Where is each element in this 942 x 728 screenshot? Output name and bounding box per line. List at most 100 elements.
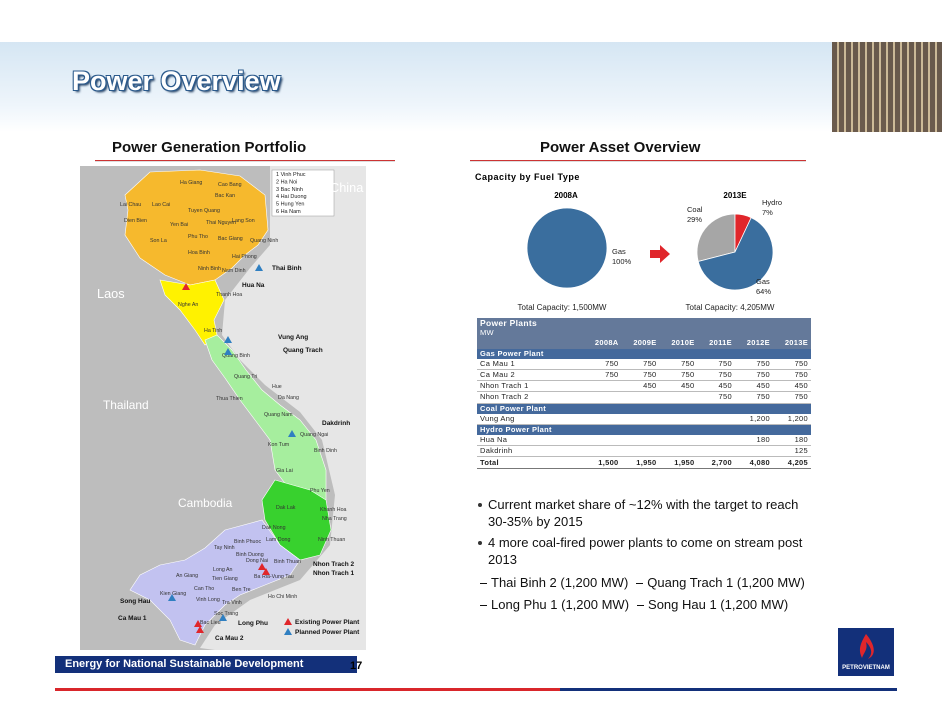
region-south-central: [261, 479, 332, 561]
province-label: Kien Giang: [160, 591, 186, 597]
province-label: Lai Chau: [120, 202, 141, 208]
bullet-dot: [478, 541, 482, 545]
province-label: Bac Giang: [218, 236, 243, 242]
plant-marker: [219, 614, 227, 621]
country-label: China: [330, 180, 364, 195]
inset-label: 5 Hung Yen: [276, 202, 304, 208]
province-label: Ba Ria-Vung Tau: [254, 574, 294, 580]
table-row: Power Plants: [477, 318, 811, 329]
column-header: 2011E: [697, 338, 735, 349]
map-inset-box: [271, 169, 335, 217]
province-label: Phu Tho: [188, 234, 208, 240]
table-cell: [583, 435, 622, 447]
heading-rule: [470, 160, 806, 162]
province-label: Binh Duong: [236, 552, 264, 558]
table-cell: 1,950: [659, 456, 698, 469]
table-cell: 180: [734, 435, 773, 447]
table-row: Ca Mau 2 750 750 750 750 750 750: [477, 369, 811, 382]
table-row: Gas Power Plant: [477, 348, 811, 359]
province-label: Binh Dinh: [314, 448, 337, 454]
province-label: Son La: [150, 238, 167, 244]
row-label: Ca Mau 2: [477, 369, 583, 382]
pie-label: 2008A: [554, 191, 578, 200]
row-label: Vung Ang: [477, 413, 583, 425]
province-label: Hue: [272, 384, 282, 390]
arrow: [650, 245, 670, 263]
bullet-text: 4 more coal-fired power plants to come o…: [488, 535, 803, 567]
table-cell: [621, 391, 660, 404]
province-label: Nghe An: [178, 302, 198, 308]
table-cell: 2,700: [697, 456, 735, 469]
province-label: Ha Tinh: [204, 328, 222, 334]
table-cell: 750: [734, 391, 773, 404]
slide-title: Power Overview: [72, 66, 281, 96]
table-cell: 750: [734, 369, 773, 382]
table-title: Power Plants: [477, 318, 811, 329]
dash: [480, 583, 487, 585]
table-cell: [659, 391, 698, 404]
table-cell: [621, 445, 660, 458]
slice-value: 64%: [756, 287, 771, 296]
plant-label: Ca Mau 1: [118, 615, 147, 622]
table-cell: 450: [659, 380, 698, 393]
table-unit: MW: [477, 328, 811, 339]
inset-label: 3 Bac Ninh: [276, 187, 303, 193]
row-label: Ca Mau 1: [477, 358, 583, 370]
province-label: Thai Nguyen: [206, 220, 236, 226]
table-cell: [583, 445, 622, 458]
province-label: Dak Lak: [276, 505, 296, 511]
table-cell: [583, 380, 622, 393]
slice-name: Gas: [756, 277, 770, 286]
logo-flame: [859, 634, 874, 659]
table-row: Nhon Trach 2 750 750 750: [477, 391, 811, 404]
table-cell: 4,205: [772, 456, 811, 469]
province-label: Dien Bien: [124, 218, 147, 224]
header-band: [0, 42, 942, 132]
province-label: Ha Giang: [180, 180, 202, 186]
province-label: Thanh Hoa: [216, 292, 242, 298]
province-label: Can Tho: [194, 586, 214, 592]
footer-stripe: [55, 688, 897, 691]
table-row: Total 1,500 1,950 1,950 2,700 4,080 4,205: [477, 456, 811, 469]
inset-label: 6 Ha Nam: [276, 209, 301, 215]
pie-total: Total Capacity: 1,500MW: [518, 303, 607, 312]
table-cell: 1,500: [583, 456, 622, 469]
province-label: Lao Cai: [152, 202, 170, 208]
province-label: Tuyen Quang: [188, 208, 220, 214]
inset-label: 1 Vinh Phuc: [276, 172, 306, 178]
sub-bullet-line: Long Phu 1 (1,200 MW) Song Hau 1 (1,200 M…: [478, 596, 858, 613]
row-label: Hua Na: [477, 435, 583, 447]
legend-label: Planned Power Plant: [295, 629, 360, 636]
column-header: 2013E: [772, 338, 811, 349]
province-label: Bac Lieu: [200, 620, 221, 626]
province-label: Hai Phong: [232, 254, 257, 260]
plant-marker: [168, 594, 176, 601]
table-cell: 125: [772, 445, 811, 458]
plant-marker: [182, 283, 190, 290]
bullet-text: Current market share of ~12% with the ta…: [488, 497, 799, 529]
pie-label: 2013E: [723, 191, 747, 200]
table-row: Dakdrinh 125: [477, 445, 811, 458]
slice-value: 29%: [687, 215, 702, 224]
country-label: Laos: [97, 286, 125, 301]
province-label: Quang Binh: [222, 353, 250, 359]
province-label: Tay Ninh: [214, 545, 235, 551]
page-number: 17: [350, 660, 363, 672]
plant-label: Nhon Trach 1: [313, 570, 355, 577]
slice-name: Gas: [612, 247, 626, 256]
table-row: Nhon Trach 1 450 450 450 450 450: [477, 380, 811, 393]
province-label: Soc Trang: [214, 611, 238, 617]
table-cell: 450: [734, 380, 773, 393]
region-north: [124, 169, 269, 286]
pie-slice: [697, 217, 774, 291]
logo: PETROVIETNAM: [838, 628, 894, 676]
province-label: Nha Trang: [322, 516, 347, 522]
table-cell: [621, 413, 660, 425]
plant-label: Hua Na: [242, 282, 265, 289]
table-cell: [583, 391, 622, 404]
province-label: Gia Lai: [276, 468, 293, 474]
province-label: Kon Tum: [268, 442, 290, 448]
plant-marker: [224, 348, 232, 355]
